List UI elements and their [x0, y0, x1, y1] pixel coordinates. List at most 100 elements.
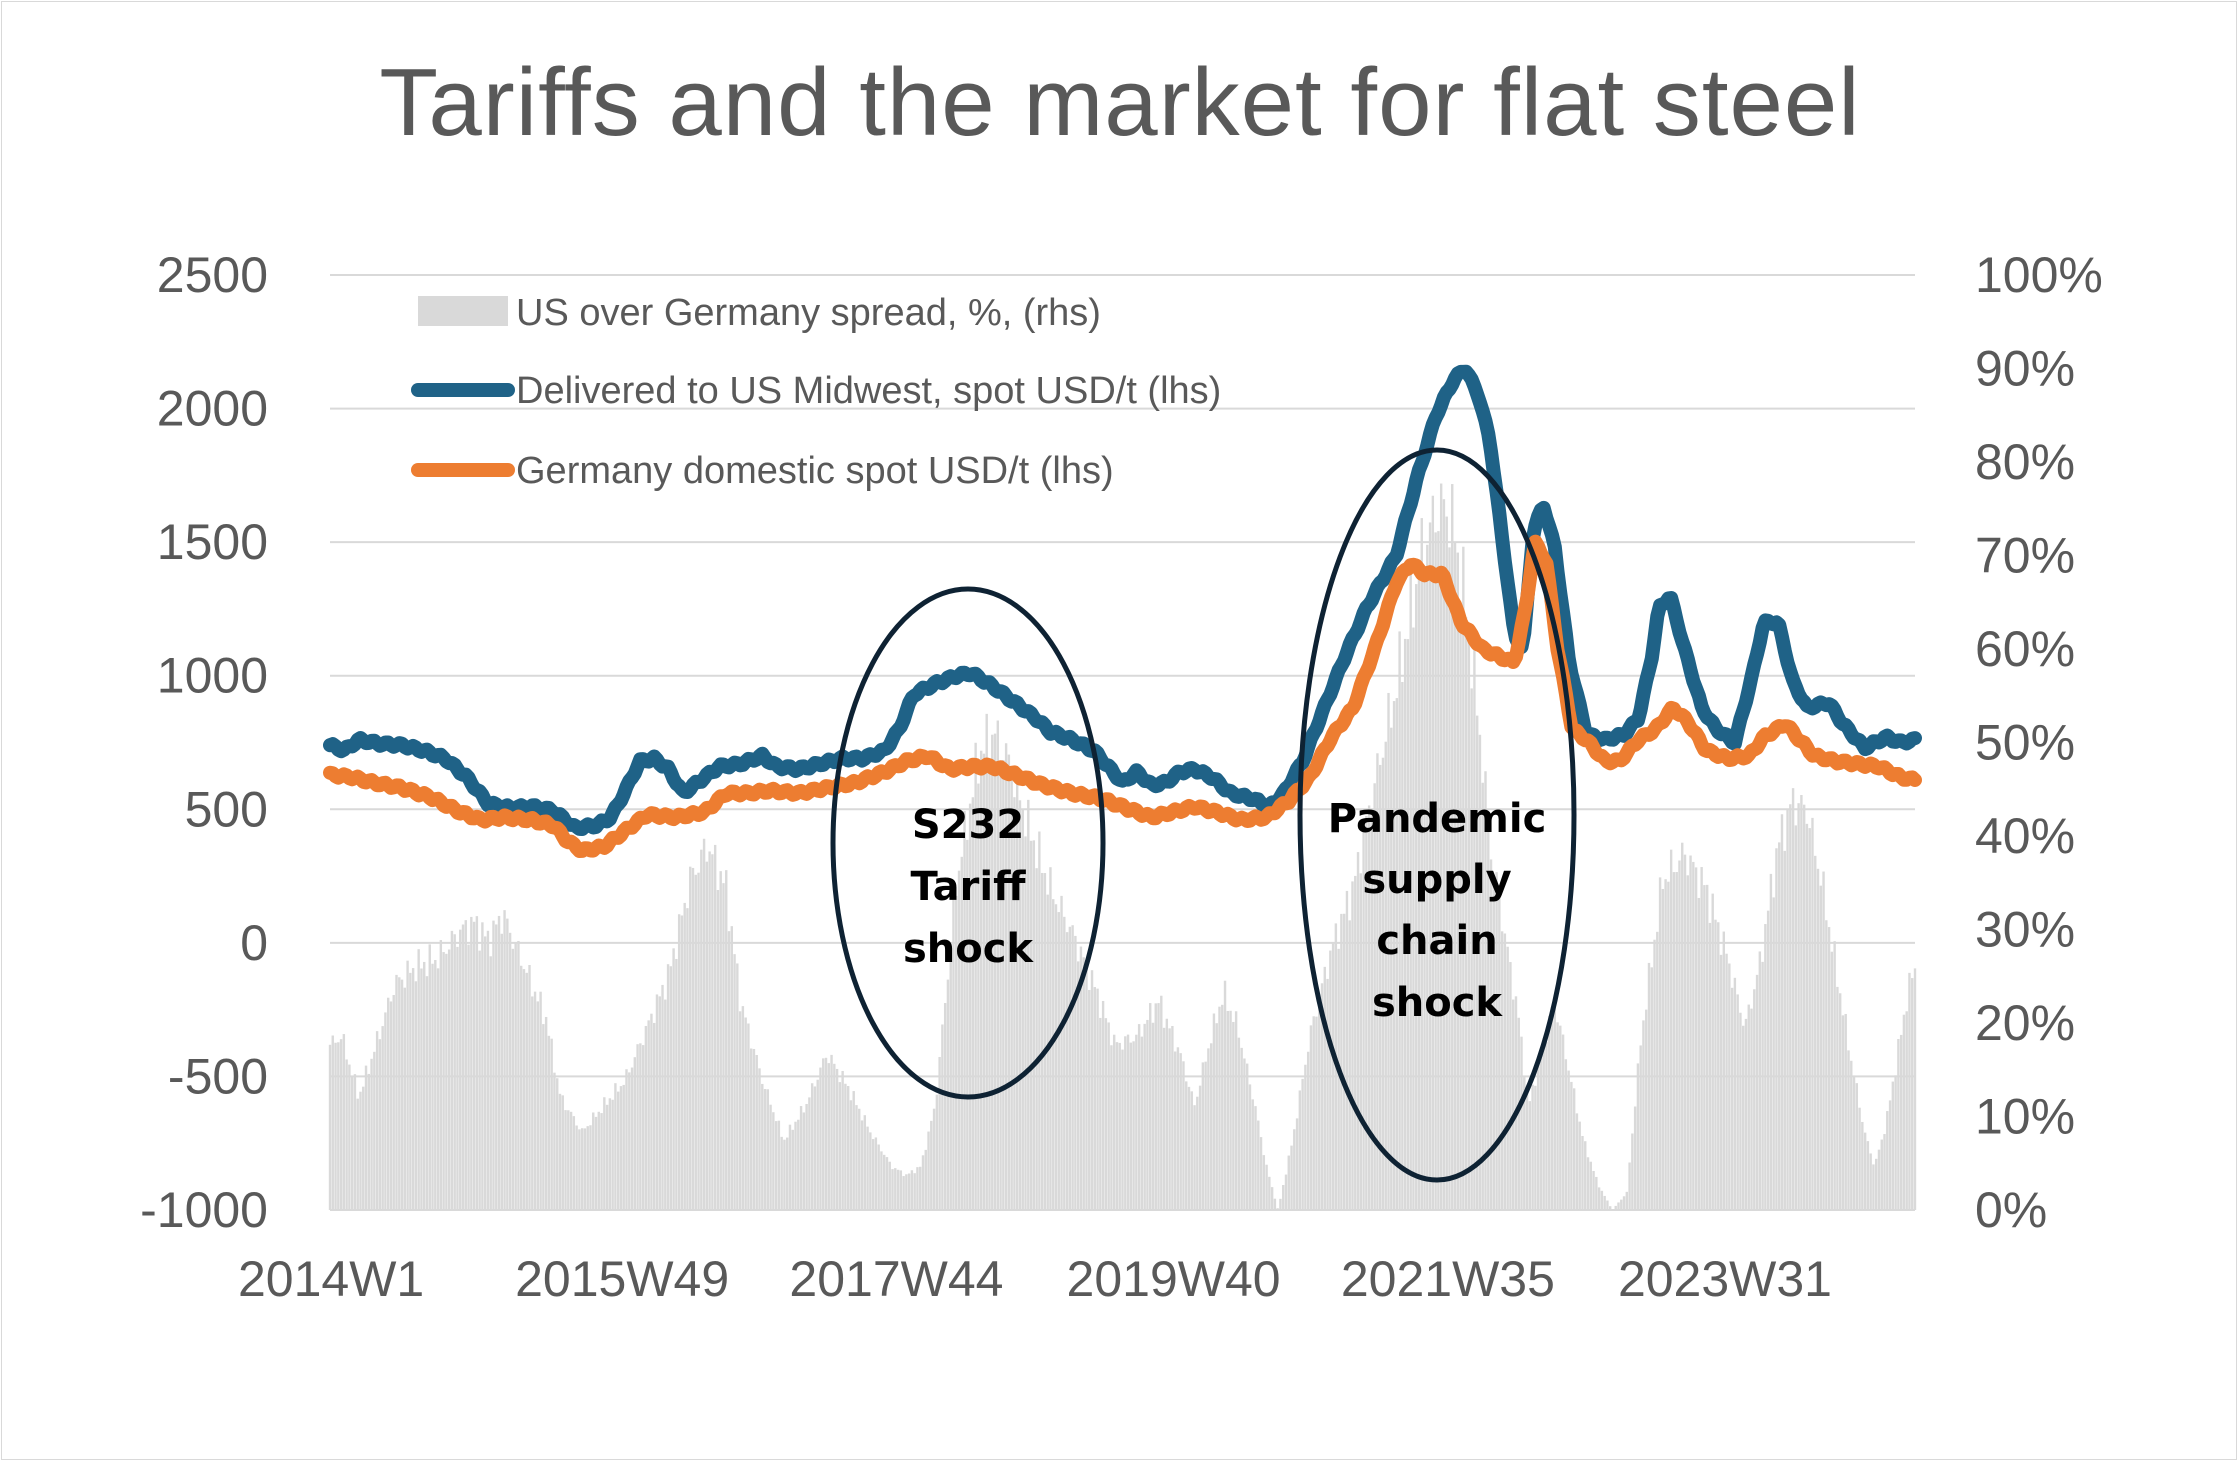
x-tick-label: 2021W35	[1341, 1251, 1555, 1307]
spread-bar	[508, 932, 512, 1210]
spread-bar	[1794, 825, 1798, 1210]
spread-bar	[655, 994, 659, 1210]
spread-bar	[650, 1013, 653, 1210]
spread-bar	[1207, 1048, 1210, 1210]
spread-bar	[833, 1063, 836, 1210]
spread-bar	[1905, 1011, 1908, 1210]
annotation-line: S232	[912, 802, 1024, 848]
s232-annotation: S232 Tariff shock	[903, 802, 1034, 972]
spread-bar	[1146, 1019, 1149, 1210]
spread-bar	[927, 1131, 930, 1210]
spread-bar	[1099, 1017, 1102, 1210]
spread-bar	[736, 963, 739, 1210]
spread-bar	[866, 1126, 869, 1210]
spread-bar	[694, 874, 697, 1210]
spread-bar	[1689, 855, 1692, 1210]
spread-bar	[1523, 1077, 1526, 1210]
spread-bar	[553, 1072, 556, 1210]
spread-bar	[1381, 757, 1385, 1210]
left-tick-label: 0	[240, 915, 268, 971]
spread-bar	[1112, 1034, 1116, 1210]
spread-bar	[1606, 1200, 1609, 1210]
spread-bar	[932, 1108, 936, 1210]
spread-bar	[689, 866, 692, 1210]
spread-bar	[1367, 805, 1371, 1210]
spread-bar	[749, 1048, 753, 1210]
spread-bar	[403, 987, 407, 1210]
spread-bar	[1531, 1084, 1534, 1210]
spread-bar	[1387, 692, 1390, 1210]
spread-bar	[1063, 916, 1066, 1210]
spread-bar	[1536, 1057, 1540, 1210]
spread-bar	[350, 1077, 354, 1210]
spread-bar	[1819, 885, 1822, 1210]
spread-bar	[472, 921, 476, 1210]
spread-bar	[725, 870, 728, 1210]
spread-bar	[1700, 867, 1703, 1210]
spread-bar	[628, 1072, 631, 1210]
spread-bar	[1503, 933, 1507, 1210]
spread-bar	[1401, 681, 1404, 1210]
spread-bar	[1132, 1041, 1135, 1210]
spread-bar	[1043, 873, 1047, 1210]
spread-bar	[1168, 1028, 1171, 1210]
spread-bar	[1467, 629, 1471, 1210]
spread-bar	[1528, 1101, 1532, 1210]
spread-bar	[1395, 698, 1399, 1210]
spread-bar	[1173, 1051, 1177, 1210]
spread-bar	[1894, 1075, 1897, 1210]
spread-bar	[658, 996, 661, 1210]
spread-bar	[414, 981, 418, 1210]
spread-bar	[1733, 977, 1737, 1210]
spread-bar	[1911, 978, 1914, 1210]
x-tick-label: 2014W1	[238, 1251, 424, 1307]
spread-bar	[963, 811, 966, 1210]
spread-bar	[470, 916, 473, 1210]
spread-bar	[550, 1038, 553, 1210]
spread-bar	[943, 1003, 947, 1210]
spread-bar	[1040, 872, 1044, 1210]
spread-bar	[755, 1055, 758, 1210]
spread-bar	[398, 977, 401, 1210]
spread-bar	[1298, 1090, 1302, 1210]
spread-bar	[1841, 1015, 1845, 1210]
spread-bar	[968, 803, 972, 1210]
spread-bar	[434, 959, 437, 1210]
spread-bar	[400, 979, 404, 1210]
spread-bar	[1027, 799, 1030, 1210]
spread-bar	[1697, 897, 1701, 1210]
spread-bar	[583, 1128, 587, 1210]
spread-bar	[1345, 890, 1349, 1210]
left-tick-label: 1500	[157, 514, 268, 570]
spread-bar	[345, 1059, 348, 1210]
spread-bar	[1545, 1042, 1548, 1210]
spread-bar	[420, 968, 423, 1210]
spread-bar	[594, 1116, 598, 1210]
spread-bar	[1448, 547, 1451, 1210]
spread-bar	[1755, 974, 1759, 1210]
spread-bar	[827, 1063, 830, 1210]
price-lines	[323, 364, 1922, 858]
spread-bar	[1647, 962, 1651, 1210]
left-tick-label: -500	[168, 1048, 268, 1104]
spread-bar	[702, 838, 706, 1210]
spread-bar	[788, 1124, 792, 1210]
spread-bar	[1658, 877, 1662, 1210]
spread-bar	[1838, 993, 1842, 1210]
legend-label: Delivered to US Midwest, spot USD/t (lhs…	[516, 370, 1221, 412]
spread-bar	[423, 961, 426, 1210]
spread-bar	[816, 1079, 819, 1210]
spread-bar	[669, 966, 673, 1210]
spread-bar	[1201, 1062, 1205, 1210]
spread-bar	[483, 936, 487, 1210]
spread-bar	[1481, 782, 1484, 1210]
spread-bar	[896, 1169, 900, 1210]
left-tick-label: 2000	[157, 381, 268, 437]
spread-bar	[1667, 881, 1670, 1210]
spread-bar	[1478, 734, 1482, 1210]
spread-bar	[644, 1025, 648, 1210]
spread-bar	[1883, 1134, 1886, 1210]
spread-bar	[1370, 815, 1374, 1210]
spread-bar	[564, 1110, 567, 1210]
spread-bar	[561, 1095, 564, 1210]
